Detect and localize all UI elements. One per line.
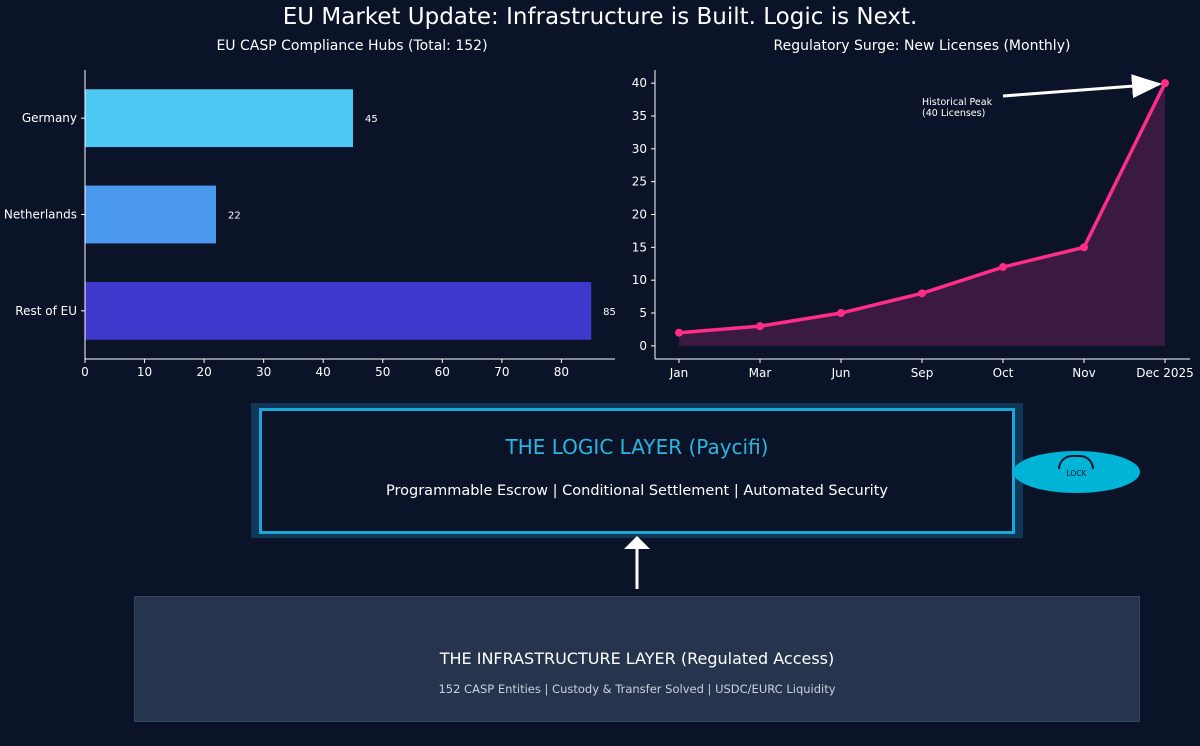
y-tick-label: 10 <box>632 273 647 287</box>
licenses-point <box>1161 79 1169 88</box>
y-tick-label: Rest of EU <box>15 304 77 318</box>
bar-value-label: 45 <box>365 114 378 125</box>
y-tick-label: Germany <box>22 111 77 125</box>
line-chart-title: Regulatory Surge: New Licenses (Monthly) <box>774 38 1071 54</box>
logic-layer-title: THE LOGIC LAYER (Paycifi) <box>505 435 769 459</box>
x-tick-label: Sep <box>911 366 934 380</box>
x-tick-label: Dec 2025 <box>1136 366 1194 380</box>
y-tick-label: 35 <box>632 109 647 123</box>
annotation-label: Historical Peak <box>922 97 993 108</box>
y-tick-label: Netherlands <box>4 208 77 222</box>
x-tick-label: 30 <box>256 365 271 379</box>
x-tick-label: 80 <box>554 365 569 379</box>
bar-value-label: 22 <box>228 211 241 222</box>
logic-layer-box <box>259 408 1015 534</box>
infrastructure-layer-subtitle: 152 CASP Entities | Custody & Transfer S… <box>438 682 836 696</box>
infrastructure-layer-title: THE INFRASTRUCTURE LAYER (Regulated Acce… <box>439 649 835 668</box>
infrastructure-layer-box <box>134 596 1140 722</box>
y-tick-label: 0 <box>639 339 647 353</box>
licenses-point <box>918 289 926 298</box>
y-tick-label: 40 <box>632 76 647 90</box>
x-tick-label: 50 <box>375 365 390 379</box>
bar-chart-title: EU CASP Compliance Hubs (Total: 152) <box>216 38 487 54</box>
annotation-label: (40 Licenses) <box>922 108 985 119</box>
x-tick-label: 70 <box>494 365 509 379</box>
y-tick-label: 15 <box>632 240 647 254</box>
x-tick-label: 0 <box>81 365 89 379</box>
x-tick-label: Mar <box>749 366 772 380</box>
licenses-point <box>999 263 1007 272</box>
x-tick-label: Nov <box>1072 366 1095 380</box>
x-tick-label: 20 <box>196 365 211 379</box>
x-tick-label: Jan <box>669 366 689 380</box>
x-tick-label: Jun <box>831 366 851 380</box>
arrow-up-icon <box>624 536 650 589</box>
lock-icon <box>1058 455 1094 469</box>
x-tick-label: 40 <box>316 365 331 379</box>
y-tick-label: 25 <box>632 175 647 189</box>
licenses-point <box>1080 243 1088 252</box>
licenses-area <box>679 83 1165 346</box>
x-tick-label: Oct <box>993 366 1014 380</box>
bar-value-label: 85 <box>603 307 616 318</box>
logic-layer-subtitle: Programmable Escrow | Conditional Settle… <box>386 483 888 499</box>
page-title: EU Market Update: Infrastructure is Buil… <box>282 4 918 30</box>
bar-netherlands <box>85 185 217 244</box>
bar-germany <box>85 89 353 148</box>
x-tick-label: 60 <box>435 365 450 379</box>
x-tick-label: 10 <box>137 365 152 379</box>
lock-label: LOCK <box>1066 469 1087 478</box>
bar-rest-of-eu <box>85 281 592 340</box>
y-tick-label: 5 <box>639 306 647 320</box>
licenses-point <box>837 309 845 318</box>
licenses-point <box>675 328 683 337</box>
annotation-arrow <box>1002 74 1162 99</box>
y-tick-label: 20 <box>632 208 647 222</box>
y-tick-label: 30 <box>632 142 647 156</box>
licenses-point <box>756 322 764 331</box>
